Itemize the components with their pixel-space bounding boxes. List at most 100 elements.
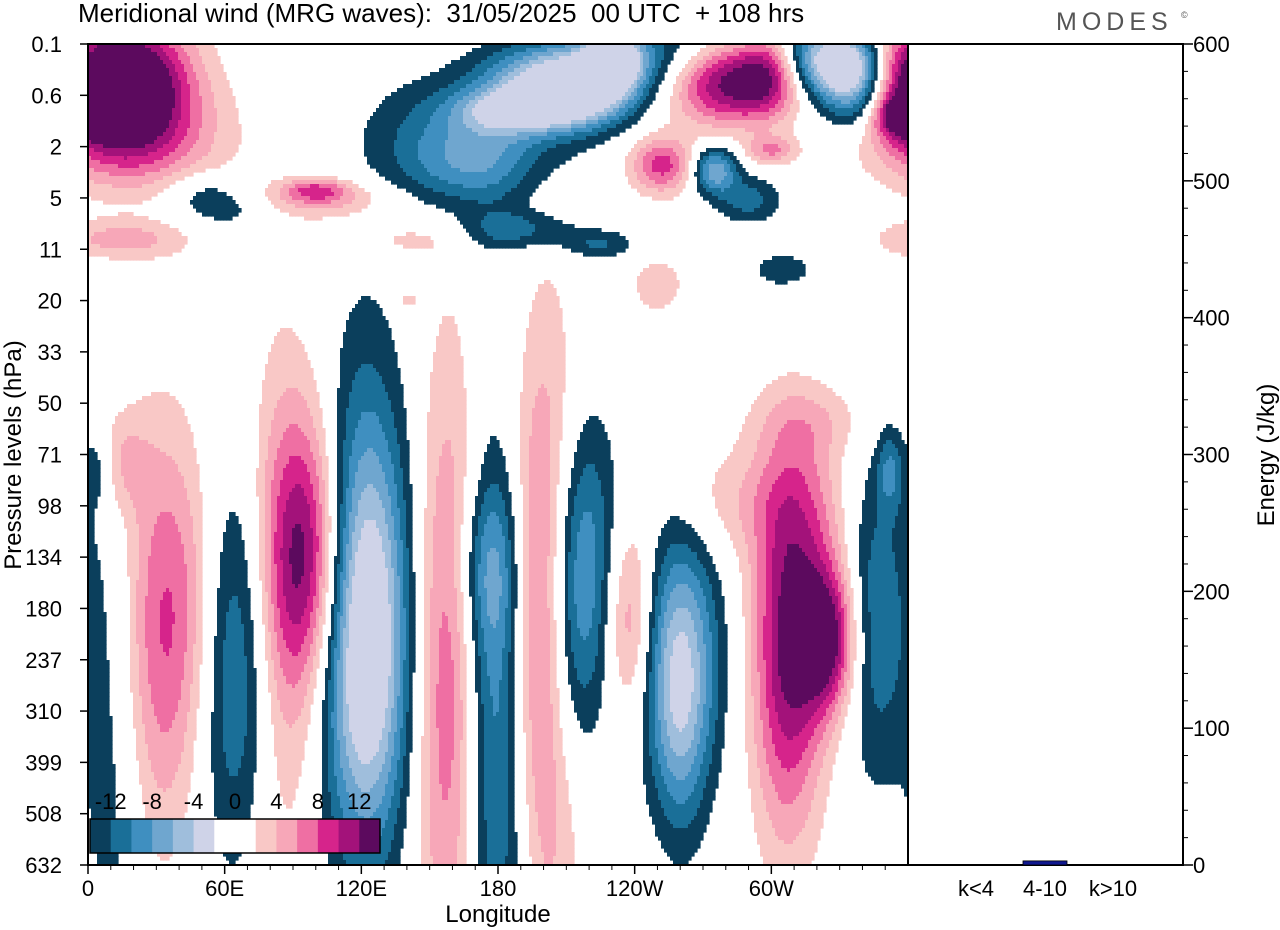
heatmap-cell [103,228,107,233]
heatmap-cell [94,628,98,633]
heatmap-cell [100,756,104,761]
heatmap-cell [88,752,92,757]
heatmap-cell [142,556,146,561]
heatmap-cell [94,624,98,629]
heatmap-cell [121,64,125,69]
heatmap-cell [100,712,104,717]
heatmap-cell [112,132,116,137]
heatmap-cell [100,688,104,693]
heatmap-cell [109,156,113,161]
heatmap-cell [124,164,128,169]
heatmap-cell [115,244,119,249]
heatmap-cell [97,772,101,777]
heatmap-cell [106,780,110,785]
heatmap-cell [124,252,128,257]
heatmap-cell [94,616,98,621]
heatmap-cell [124,212,128,217]
heatmap-cell [97,472,101,477]
heatmap-cell [94,720,98,725]
heatmap-cell [100,620,104,625]
heatmap-cell [136,736,140,741]
heatmap-cell [184,420,188,425]
heatmap-cell [151,468,155,473]
heatmap-cell [109,744,113,749]
heatmap-cell [151,240,155,245]
heatmap-cell [97,464,101,469]
heatmap-cell [127,548,131,553]
heatmap-cell [142,412,146,417]
heatmap-cell [106,244,110,249]
heatmap-cell [148,676,152,681]
heatmap-cell [124,416,128,421]
heatmap-cell [91,596,95,601]
heatmap-cell [148,456,152,461]
heatmap-cell [112,472,116,477]
heatmap-cell [136,200,140,205]
heatmap-cell [124,192,128,197]
heatmap-cell [118,136,122,141]
heatmap-cell [145,604,149,609]
heatmap-cell [142,476,146,481]
heatmap-cell [130,404,134,409]
heatmap-cell [97,72,101,77]
heatmap-cell [106,224,110,229]
heatmap-cell [115,852,119,857]
heatmap-cell [199,612,203,617]
heatmap-cell [133,456,137,461]
heatmap-cell [97,100,101,105]
heatmap-cell [133,572,137,577]
heatmap-cell [91,44,95,49]
heatmap-cell [127,120,131,125]
heatmap-cell [136,120,140,125]
heatmap-cell [109,220,113,225]
heatmap-cell [139,96,143,101]
heatmap-cell [145,544,149,549]
heatmap-cell [145,224,149,229]
heatmap-cell [145,636,149,641]
heatmap-cell [97,696,101,701]
heatmap-cell [139,656,143,661]
heatmap-cell [142,576,146,581]
heatmap-cell [133,140,137,145]
heatmap-cell [100,580,104,585]
heatmap-cell [136,696,140,701]
heatmap-cell [148,764,152,769]
heatmap-cell [118,168,122,173]
heatmap-cell [109,724,113,729]
heatmap-cell [199,604,203,609]
heatmap-cell [151,556,155,561]
heatmap-cell [103,128,107,133]
heatmap-cell [142,532,146,537]
heatmap-cell [106,680,110,685]
heatmap-cell [139,160,143,165]
heatmap-cell [94,664,98,669]
heatmap-cell [97,84,101,89]
heatmap-cell [97,80,101,85]
heatmap-cell [118,464,122,469]
heatmap-cell [103,64,107,69]
heatmap-cell [136,92,140,97]
heatmap-cell [88,168,92,173]
heatmap-cell [106,688,110,693]
heatmap-cell [124,128,128,133]
heatmap-cell [121,228,125,233]
heatmap-cell [148,584,152,589]
heatmap-cell [97,700,101,705]
heatmap-cell [130,472,134,477]
heatmap-cell [139,112,143,117]
heatmap-cell [142,644,146,649]
heatmap-cell [139,248,143,253]
heatmap-cell [106,252,110,257]
heatmap-cell [136,544,140,549]
heatmap-cell [133,168,137,173]
heatmap-cell [94,776,98,781]
heatmap-cell [145,692,149,697]
heatmap-cell [136,472,140,477]
heatmap-cell [112,436,116,441]
heatmap-cell [121,184,125,189]
heatmap-cell [118,152,122,157]
heatmap-cell [130,652,134,657]
heatmap-cell [94,632,98,637]
heatmap-cell [142,536,146,541]
heatmap-cell [97,588,101,593]
